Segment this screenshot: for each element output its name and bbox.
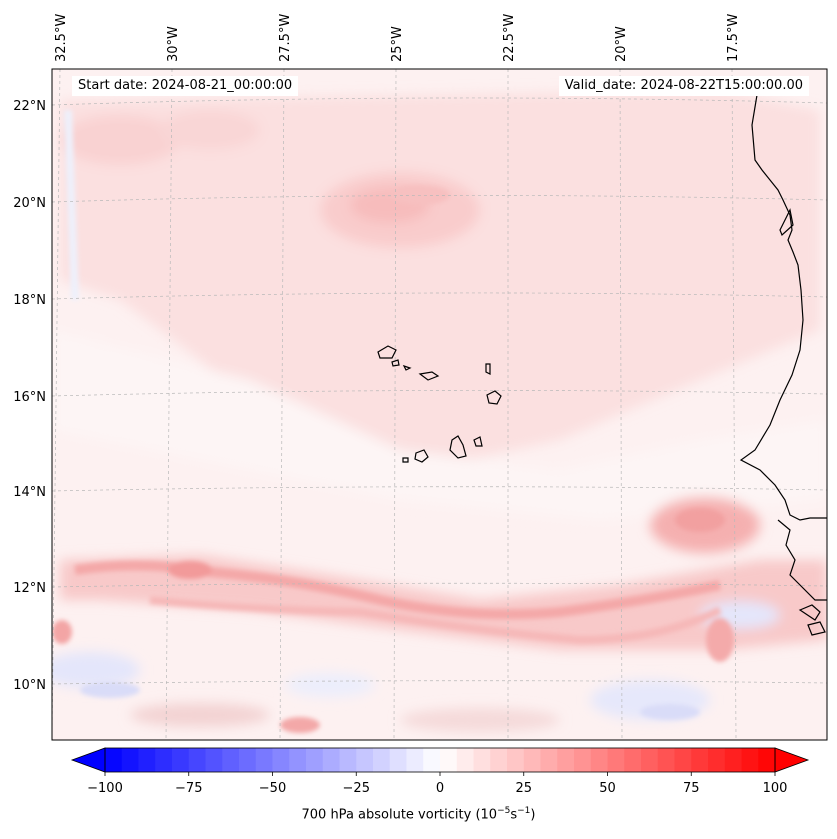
lat-label: 12°N: [13, 581, 46, 596]
colorbar-label-exp2: −1: [517, 806, 531, 816]
colorbar-swatch: [406, 748, 424, 772]
lon-label: 25°W: [390, 26, 405, 62]
map-frame: [51, 68, 828, 741]
latitude-labels: 22°N 20°N 18°N 16°N 14°N 12°N 10°N: [13, 99, 46, 693]
colorbar-swatch: [657, 748, 675, 772]
graticule: [52, 69, 827, 740]
colorbar-swatch: [523, 748, 541, 772]
colorbar-swatch: [155, 748, 173, 772]
colorbar-label-exp1: −5: [497, 806, 511, 816]
colorbar-tick-label: −50: [259, 781, 286, 796]
colorbar-swatch: [607, 748, 625, 772]
colorbar-swatch: [758, 748, 776, 772]
colorbar-swatch: [373, 748, 391, 772]
valid-date-label: Valid_date: 2024-08-22T15:00:00.00: [558, 76, 809, 96]
colorbar-swatch: [356, 748, 374, 772]
lat-label: 22°N: [13, 99, 46, 114]
longitude-labels: 32.5°W 30°W 27.5°W 25°W 22.5°W 20°W 17.5…: [54, 14, 741, 62]
lat-label: 18°N: [13, 293, 46, 308]
colorbar-label-suffix: ): [530, 807, 536, 823]
colorbar-swatch: [272, 748, 290, 772]
lat-label: 16°N: [13, 390, 46, 405]
lon-label: 27.5°W: [278, 14, 293, 62]
lon-label: 30°W: [166, 26, 181, 62]
colorbar-max-extend: [774, 747, 810, 773]
colorbar-swatch: [473, 748, 491, 772]
colorbar-swatch: [724, 748, 742, 772]
lon-label: 20°W: [614, 26, 629, 62]
colorbar-swatch: [389, 748, 407, 772]
colorbar-swatch: [557, 748, 575, 772]
colorbar-swatch: [138, 748, 156, 772]
colorbar-tick-label: 50: [599, 781, 616, 796]
colorbar-swatch: [322, 748, 340, 772]
lat-label: 20°N: [13, 196, 46, 211]
coastlines: [739, 94, 827, 636]
colorbar-tick-label: 0: [436, 781, 444, 796]
colorbar-label-mid: s: [510, 807, 518, 823]
colorbar-label-prefix: 700 hPa absolute vorticity (10: [301, 807, 498, 823]
colorbar-swatch: [423, 748, 441, 772]
west-africa-coastline: [739, 94, 827, 521]
colorbar-tick-label: 100: [763, 781, 788, 796]
colorbar-tick-label: −25: [343, 781, 370, 796]
colorbar-swatch: [691, 748, 709, 772]
colorbar-swatch: [255, 748, 273, 772]
colorbar-swatch: [456, 748, 474, 772]
colorbar-swatches: [105, 748, 776, 772]
colorbar-ticks: −100 −75 −50 −25 0 25 50 75 100: [87, 772, 787, 796]
colorbar-swatch: [440, 748, 458, 772]
cape-verde-islands: [377, 345, 502, 463]
vorticity-field: [52, 69, 827, 740]
colorbar-swatch: [289, 748, 307, 772]
colorbar-swatch: [172, 748, 190, 772]
colorbar-swatch: [590, 748, 608, 772]
colorbar-swatch: [507, 748, 525, 772]
colorbar-swatch: [490, 748, 508, 772]
colorbar-swatch: [205, 748, 223, 772]
lon-label: 22.5°W: [502, 14, 517, 62]
lon-label: 17.5°W: [726, 14, 741, 62]
colorbar-tick-label: −100: [87, 781, 123, 796]
colorbar-label: 700 hPa absolute vorticity (10−5s−1): [0, 806, 837, 822]
colorbar-swatch: [239, 748, 257, 772]
colorbar-min-extend: [70, 747, 106, 773]
colorbar-swatch: [222, 748, 240, 772]
lon-label: 32.5°W: [54, 14, 69, 62]
colorbar: −100 −75 −50 −25 0 25 50 75 100: [70, 747, 810, 796]
start-date-label: Start date: 2024-08-21_00:00:00: [72, 76, 299, 96]
colorbar-tick-label: 75: [683, 781, 700, 796]
colorbar-swatch: [641, 748, 659, 772]
colorbar-tick-label: −75: [175, 781, 202, 796]
colorbar-swatch: [306, 748, 324, 772]
colorbar-swatch: [574, 748, 592, 772]
lat-label: 10°N: [13, 678, 46, 693]
colorbar-swatch: [540, 748, 558, 772]
colorbar-swatch: [188, 748, 206, 772]
colorbar-swatch: [105, 748, 123, 772]
colorbar-tick-label: 25: [515, 781, 532, 796]
lat-label: 14°N: [13, 485, 46, 500]
colorbar-swatch: [674, 748, 692, 772]
colorbar-swatch: [121, 748, 139, 772]
colorbar-swatch: [741, 748, 759, 772]
colorbar-swatch: [339, 748, 357, 772]
colorbar-swatch: [708, 748, 726, 772]
colorbar-swatch: [624, 748, 642, 772]
